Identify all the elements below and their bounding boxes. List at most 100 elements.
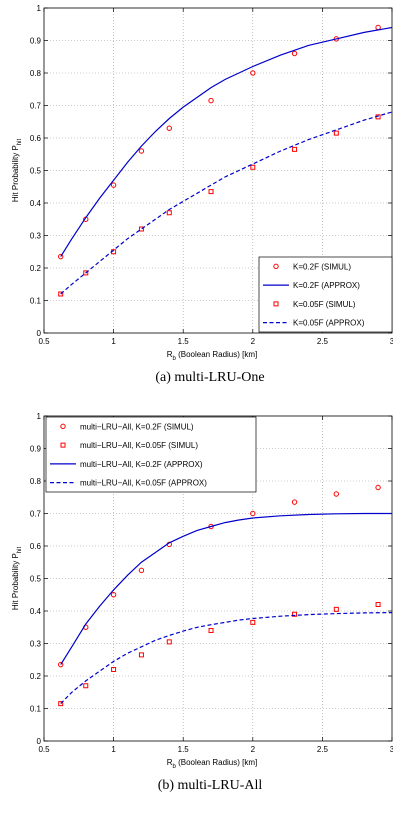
data-point xyxy=(291,499,298,505)
series-line xyxy=(60,26,392,257)
x-tick-label: 2.5 xyxy=(317,337,329,346)
y-tick-label: 0.8 xyxy=(30,69,42,78)
legend-label: K=0.05F (SIMUL) xyxy=(293,300,356,309)
series-line xyxy=(60,612,392,705)
chart-multi-lru-all: 0.5 1 1.5 2 2.5 3 0 0.1 0.2 0.3 0.4 0.5 0.6 0.7 0.8 0.9… xyxy=(11,412,393,793)
data-point xyxy=(292,611,298,617)
x-tick-label: 2.5 xyxy=(317,745,329,754)
y-tick-label: 0.5 xyxy=(30,167,42,176)
x-tick-label: 1 xyxy=(111,745,116,754)
data-point xyxy=(58,701,64,707)
legend-label: multi−LRU−All, K=0.05F (APPROX) xyxy=(80,479,207,488)
chart-multi-lru-one: 0.5 1 1.5 2 2.5 3 0 0.1 0.2 0.3 0.4 0.5 0.6 0.7 0.8 0.9… xyxy=(11,4,393,385)
grid xyxy=(44,8,392,333)
data-point xyxy=(166,639,172,645)
data-point xyxy=(166,210,172,216)
x-tick-label: 0.5 xyxy=(38,745,50,754)
legend-box xyxy=(258,256,393,333)
x-tick-label: 1 xyxy=(111,337,116,346)
legend-box xyxy=(45,416,257,493)
y-tick-label: 0 xyxy=(37,329,42,338)
y-tick-label: 0.4 xyxy=(30,607,42,616)
data-point xyxy=(208,97,214,104)
legend-label: multi−LRU−All, K=0.2F (SIMUL) xyxy=(80,422,194,431)
data-point xyxy=(333,130,339,136)
data-point xyxy=(83,683,89,689)
data-point xyxy=(250,619,256,625)
y-tick-label: 0.1 xyxy=(30,297,42,306)
x-tick-label: 3 xyxy=(390,745,393,754)
series-3 xyxy=(60,111,392,295)
y-tick-label: 0 xyxy=(37,737,42,746)
y-tick-label: 0.9 xyxy=(30,37,42,46)
series-0 xyxy=(58,24,381,260)
data-point xyxy=(166,125,172,131)
figure-caption: (a) multi-LRU-One xyxy=(155,370,264,385)
data-point xyxy=(291,50,298,57)
data-point xyxy=(138,652,144,658)
data-point xyxy=(58,291,64,297)
x-tick-label: 0.5 xyxy=(38,337,50,346)
legend-label: K=0.05F (APPROX) xyxy=(293,319,365,328)
y-tick-label: 0.2 xyxy=(30,264,42,273)
y-tick-label: 0.5 xyxy=(30,575,42,584)
legend-swatch xyxy=(60,423,66,430)
x-tick-label: 2 xyxy=(251,337,256,346)
y-tick-label: 1 xyxy=(37,412,42,421)
x-axis-label: Rb (Boolean Radius) [km] xyxy=(167,758,258,770)
y-axis-label: Hit Probability Phit xyxy=(11,139,23,203)
y-tick-label: 0.2 xyxy=(30,672,42,681)
series-3 xyxy=(60,612,392,705)
data-point xyxy=(111,667,117,672)
series-2 xyxy=(60,512,392,665)
data-point xyxy=(83,270,89,276)
y-tick-label: 0.3 xyxy=(30,640,42,649)
y-tick-label: 0.8 xyxy=(30,477,42,486)
data-point xyxy=(208,628,214,633)
data-point xyxy=(208,189,214,195)
legend-label: K=0.2F (APPROX) xyxy=(293,281,360,290)
data-point xyxy=(375,484,381,491)
y-tick-label: 0.1 xyxy=(30,705,42,714)
data-point xyxy=(58,253,64,260)
legend-swatch xyxy=(60,442,66,448)
legend-label: multi−LRU−All, K=0.2F (APPROX) xyxy=(80,460,203,469)
data-point xyxy=(110,182,117,188)
data-point xyxy=(375,602,381,607)
y-tick-label: 0.6 xyxy=(30,134,42,143)
legend-swatch xyxy=(273,263,279,270)
y-tick-label: 0.4 xyxy=(30,199,42,208)
y-axis-label: Hit Probability Phit xyxy=(11,547,23,611)
x-axis-label: Rb (Boolean Radius) [km] xyxy=(167,350,258,362)
legend-label: K=0.2F (SIMUL) xyxy=(293,262,351,271)
data-point xyxy=(138,567,145,574)
legend: multi−LRU−All, K=0.2F (SIMUL) multi−LRU−A… xyxy=(45,416,257,493)
y-tick-label: 1 xyxy=(37,4,42,13)
legend: K=0.2F (SIMUL) K=0.2F (APPROX) K=0.05F (SI… xyxy=(258,256,393,333)
data-point xyxy=(110,592,117,598)
y-tick-label: 0.3 xyxy=(30,232,42,241)
x-tick-label: 2 xyxy=(251,745,256,754)
figure-caption: (b) multi-LRU-All xyxy=(158,778,263,793)
y-tick-label: 0.9 xyxy=(30,445,42,454)
x-tick-label: 3 xyxy=(390,337,393,346)
data-point xyxy=(375,24,381,31)
data-point xyxy=(138,148,145,154)
legend-label: multi−LRU−All, K=0.05F (SIMUL) xyxy=(80,441,198,450)
data-point xyxy=(58,661,64,668)
legend-swatch xyxy=(273,301,279,307)
data-point xyxy=(250,510,256,517)
series-1 xyxy=(58,602,381,707)
data-point xyxy=(333,491,340,497)
series-2 xyxy=(58,114,381,297)
x-tick-label: 1.5 xyxy=(178,745,190,754)
series-0 xyxy=(58,484,381,668)
data-point xyxy=(292,146,298,152)
y-tick-label: 0.7 xyxy=(30,510,42,519)
data-point xyxy=(138,226,144,232)
series-line xyxy=(60,111,392,295)
series-line xyxy=(60,512,392,665)
x-tick-label: 1.5 xyxy=(178,337,190,346)
data-point xyxy=(250,164,256,170)
y-tick-label: 0.7 xyxy=(30,102,42,111)
